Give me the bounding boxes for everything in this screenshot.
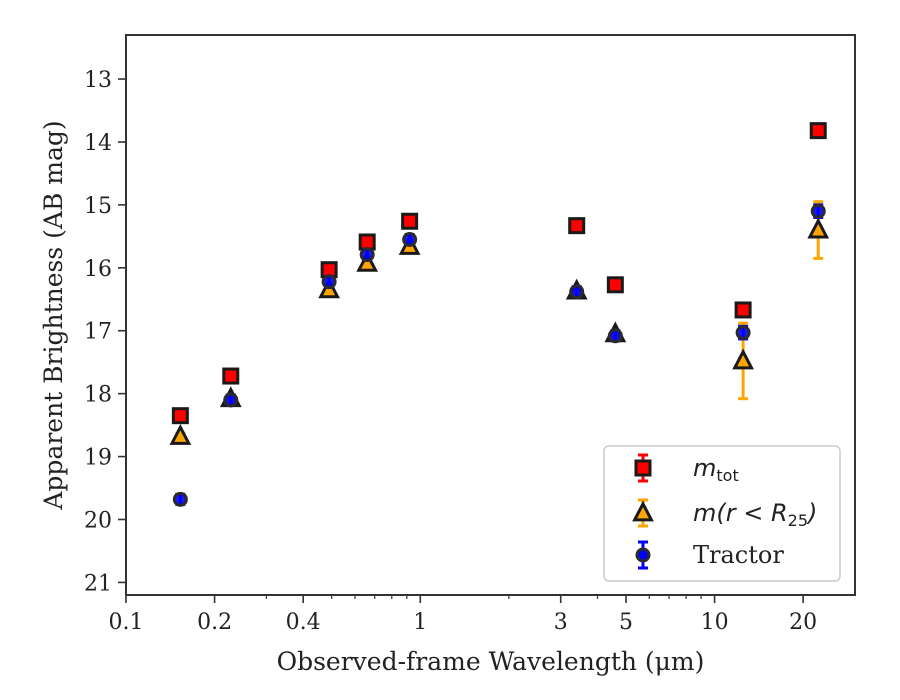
- x-tick-label: 3: [554, 610, 568, 635]
- data-point-circle: [569, 284, 585, 300]
- data-point-square: [734, 301, 752, 319]
- data-point-triangle: [732, 348, 754, 370]
- data-point-square: [809, 122, 827, 140]
- series-circle: [172, 203, 826, 507]
- legend-box: [603, 445, 841, 582]
- x-tick-label: 1: [413, 610, 427, 635]
- y-axis-title: Apparent Brightness (AB mag): [39, 120, 68, 510]
- data-point-circle: [607, 328, 623, 344]
- x-tick-label: 10: [701, 610, 729, 635]
- x-axis: 0.1 0.2 0.4 1 3 5 10 20: [109, 595, 817, 635]
- data-point-circle: [402, 231, 418, 247]
- data-point-square: [171, 407, 189, 425]
- x-tick-label: 0.1: [109, 610, 144, 635]
- data-point-triangle: [169, 423, 192, 445]
- data-point-triangle: [356, 250, 379, 272]
- series-triangle: [169, 200, 830, 445]
- y-tick-label: 20: [84, 508, 112, 533]
- y-tick-label: 14: [84, 131, 112, 156]
- data-point-circle: [359, 247, 375, 263]
- y-tick-label: 19: [84, 446, 112, 471]
- y-tick-label: 21: [84, 571, 112, 596]
- series-square: [171, 122, 827, 425]
- data-point-square: [401, 212, 419, 230]
- x-tick-label: 5: [619, 610, 633, 635]
- y-tick-label: 17: [84, 320, 112, 345]
- legend-marker-triangle: [632, 500, 654, 522]
- y-tick-label: 16: [84, 257, 112, 282]
- data-point-triangle: [807, 217, 830, 239]
- x-tick-label: 0.4: [286, 610, 321, 635]
- data-point-circle: [321, 274, 337, 290]
- data-point-square: [568, 217, 586, 235]
- legend-marker-square: [634, 459, 652, 477]
- data-point-circle: [735, 325, 751, 341]
- data-point-circle: [223, 392, 239, 408]
- y-axis: 13 14 15 16 17 18 19 20 21: [84, 68, 126, 596]
- legend-marker-circle: [635, 547, 651, 563]
- x-tick-label: 20: [789, 610, 817, 635]
- y-tick-label: 13: [84, 68, 112, 93]
- y-tick-label: 15: [84, 194, 112, 219]
- plot-frame: [125, 34, 856, 596]
- legend-label-tractor: Tractor: [693, 541, 784, 569]
- y-tick-label: 18: [84, 383, 112, 408]
- data-marks: [169, 122, 830, 507]
- x-axis-title: Observed-frame Wavelength (μm): [277, 647, 705, 676]
- data-point-square: [222, 367, 240, 385]
- data-point-circle: [172, 491, 188, 507]
- x-tick-label: 0.2: [197, 610, 232, 635]
- data-point-square: [358, 233, 376, 251]
- data-point-square: [606, 276, 624, 294]
- data-point-circle: [810, 203, 826, 219]
